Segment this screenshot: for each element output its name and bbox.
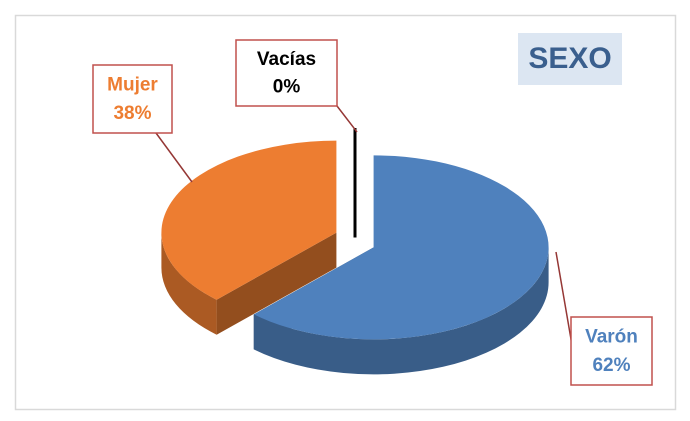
leader-line xyxy=(555,251,573,346)
label-box xyxy=(92,64,173,134)
category-label: Mujer xyxy=(107,74,158,95)
value-label: 0% xyxy=(273,77,301,98)
label-box xyxy=(235,39,338,107)
category-label: Varón xyxy=(585,326,638,347)
title-box xyxy=(518,33,622,85)
category-label: Vacías xyxy=(257,49,316,70)
label-box xyxy=(570,316,653,386)
leader-line xyxy=(336,105,358,133)
value-label: 38% xyxy=(113,103,151,124)
leader-line xyxy=(155,132,193,183)
value-label: 62% xyxy=(592,355,630,376)
slice xyxy=(161,140,337,300)
slice xyxy=(253,155,549,340)
slice-side xyxy=(253,247,549,375)
chart-title: SEXO xyxy=(528,42,611,75)
slice-side xyxy=(161,232,217,335)
slice-face xyxy=(216,232,337,335)
